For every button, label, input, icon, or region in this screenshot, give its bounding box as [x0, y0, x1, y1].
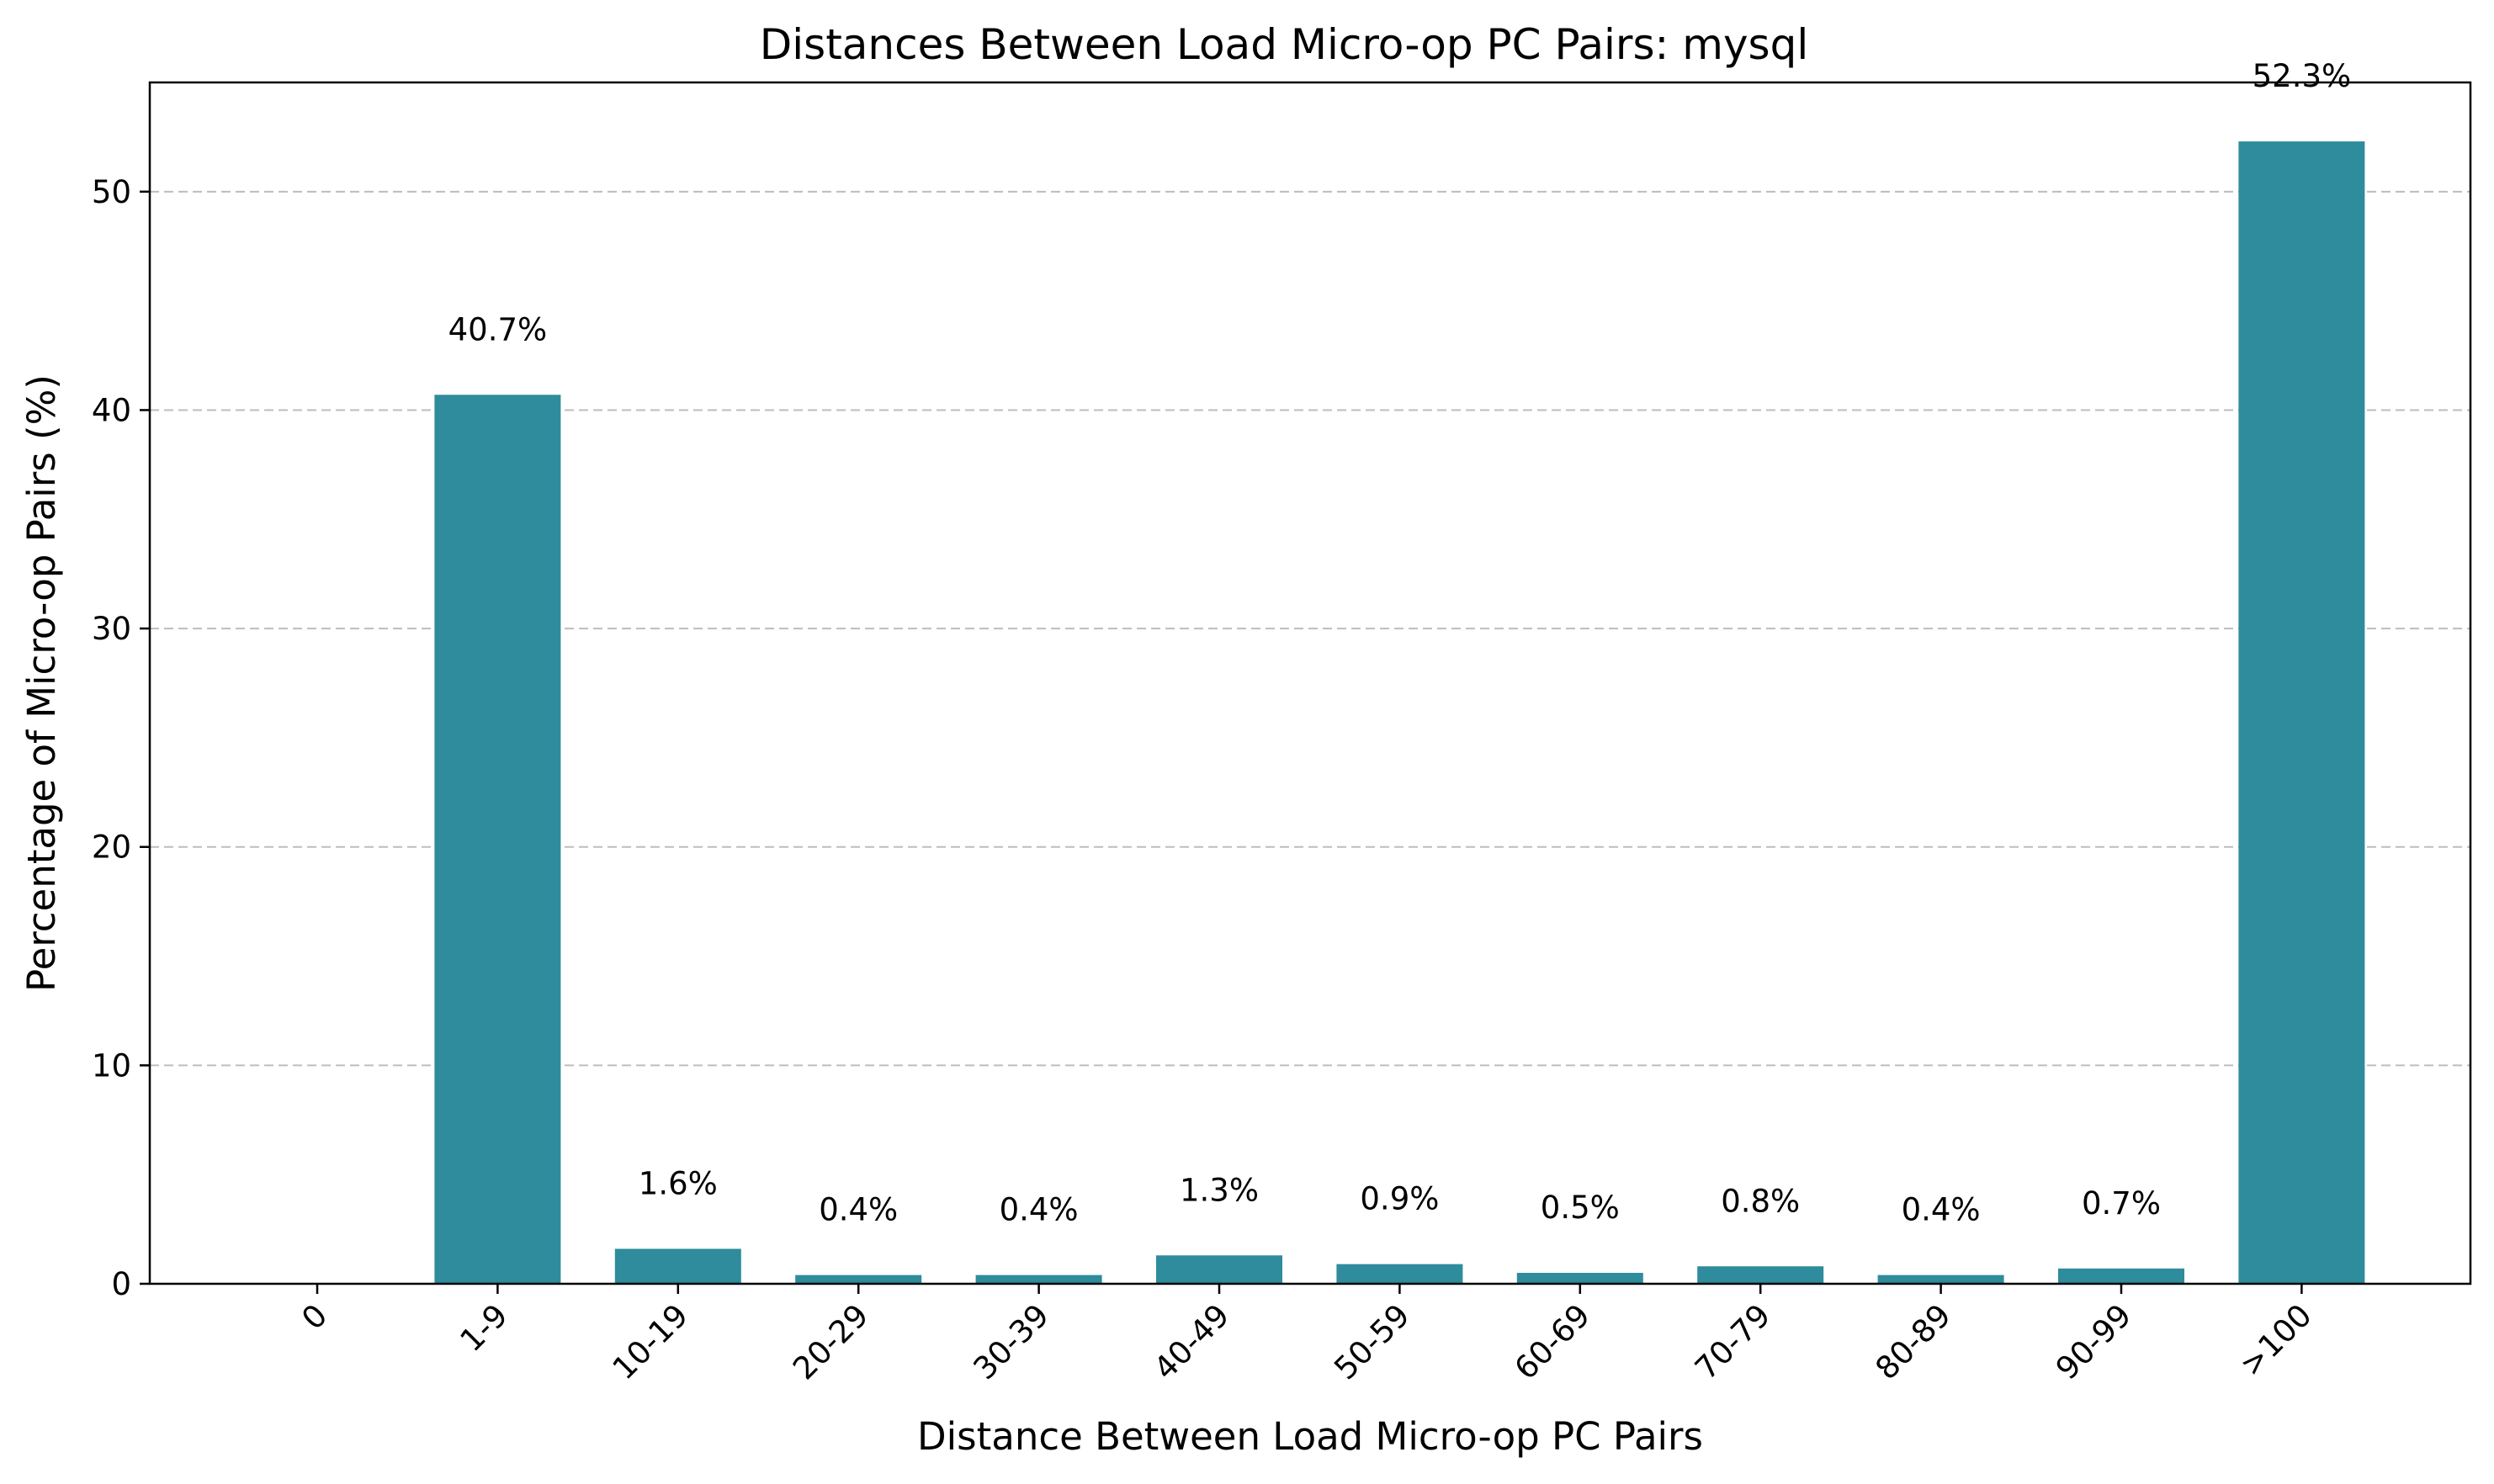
x-tick-label: 20-29: [786, 1297, 875, 1386]
data-labels: 40.7% 1.6% 0.4% 0.4% 1.3% 0.9% 0.5% 0.8% 0.4% 0.7…: [448, 58, 2352, 1228]
data-label-50-59: 0.9%: [1360, 1181, 1439, 1217]
bar-30-39: [975, 1275, 1102, 1284]
data-label-1-9: 40.7%: [448, 311, 548, 347]
y-tick-label: 50: [92, 174, 131, 210]
x-tick-label: >100: [2232, 1297, 2318, 1383]
x-tick-label: 10-19: [606, 1297, 695, 1386]
bar-1-9: [434, 395, 561, 1284]
x-tick-label: 40-49: [1147, 1297, 1236, 1386]
y-tick-label: 10: [92, 1047, 131, 1084]
bar-50-59: [1336, 1264, 1463, 1284]
x-axis-ticks: 0 1-9 10-19 20-29 30-39 40-49 50-59 60-69 70-79 8…: [295, 1284, 2319, 1386]
x-axis-label: Distance Between Load Micro-op PC Pairs: [917, 1414, 1703, 1459]
x-tick-label: 80-89: [1869, 1297, 1958, 1386]
data-label-10-19: 1.6%: [639, 1166, 718, 1202]
y-tick-label: 0: [111, 1266, 131, 1302]
x-tick-label: 30-39: [967, 1297, 1056, 1386]
bar-20-29: [795, 1275, 922, 1284]
data-label-70-79: 0.8%: [1721, 1183, 1800, 1219]
bar-60-69: [1516, 1273, 1643, 1284]
data-label-90-99: 0.7%: [2082, 1185, 2161, 1222]
data-label-60-69: 0.5%: [1541, 1190, 1620, 1226]
x-tick-label: 50-59: [1327, 1297, 1416, 1386]
x-tick-label: 70-79: [1688, 1297, 1777, 1386]
y-tick-label: 40: [92, 392, 131, 428]
x-tick-label: 0: [295, 1297, 334, 1337]
bar-40-49: [1156, 1255, 1282, 1284]
data-label-40-49: 1.3%: [1180, 1172, 1259, 1208]
bar-80-89: [1877, 1275, 2004, 1284]
bars: [434, 141, 2365, 1285]
chart-title: Distances Between Load Micro-op PC Pairs…: [760, 20, 1808, 69]
bar->100: [2238, 141, 2365, 1285]
y-axis-ticks: 0 10 20 30 40 50: [92, 174, 150, 1302]
y-axis-label: Percentage of Micro-op Pairs (%): [19, 374, 64, 992]
data-label-80-89: 0.4%: [1902, 1192, 1981, 1228]
plot-frame: [148, 81, 2472, 1285]
y-tick-label: 30: [92, 611, 131, 647]
bar-70-79: [1697, 1266, 1824, 1284]
data-label-20-29: 0.4%: [819, 1192, 898, 1228]
x-tick-label: 1-9: [454, 1297, 515, 1359]
data-label-30-39: 0.4%: [1000, 1192, 1079, 1228]
bar-10-19: [614, 1248, 741, 1284]
y-tick-label: 20: [92, 829, 131, 866]
data-label->100: 52.3%: [2253, 58, 2352, 94]
x-tick-label: 60-69: [1508, 1297, 1597, 1386]
bar-90-99: [2058, 1268, 2184, 1284]
x-tick-label: 90-99: [2049, 1297, 2138, 1386]
